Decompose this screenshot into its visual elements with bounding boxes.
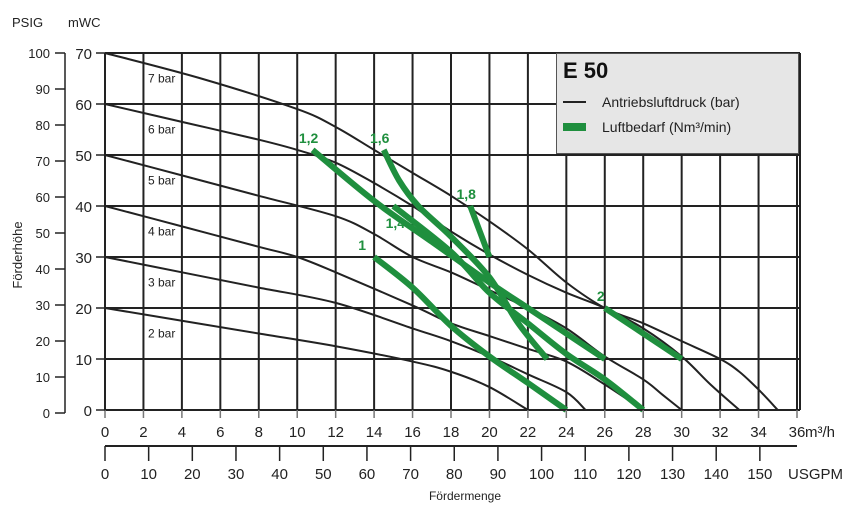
y-tick-label: 60 [75,97,92,114]
air-curve-1-8 [467,204,493,259]
air-curve-label: 1 [358,237,366,253]
x-tick-label: 12 [327,424,344,441]
pressure-curve-5-bar [104,154,683,411]
air-curve-1-6 [381,148,550,361]
x2-tick-label: 130 [660,466,685,483]
air-curve-2 [603,305,684,362]
psig-tick-label: 0 [43,406,50,421]
psig-unit-label: PSIG [12,15,43,30]
legend-label: Luftbedarf (Nm³/min) [602,119,732,135]
x-tick-label: 24 [558,424,575,441]
x2-tick-label: 50 [315,466,332,483]
thin-line-swatch-icon [563,101,586,103]
x2-tick-label: 120 [616,466,641,483]
air-curve-label: 2 [597,288,605,304]
x-tick-label: 14 [366,424,383,441]
psig-tick-label: 90 [36,82,50,97]
mwc-unit-label: mWC [68,15,101,30]
x2-tick-label: 90 [490,466,507,483]
y-tick-label: 10 [75,352,92,369]
psig-tick-label: 100 [28,46,50,61]
pressure-curve-4-bar [104,205,644,411]
x-tick-label: 4 [178,424,186,441]
pressure-curve-3-bar [104,256,587,411]
air-curve-label: 1,6 [370,130,390,146]
psig-tick-label: 20 [36,334,50,349]
x-unit-label: m³/h [805,424,835,441]
x-axis-title: Fördermenge [429,489,501,503]
chart-title: E 50 [563,58,609,83]
x-tick-label: 18 [443,424,460,441]
x2-tick-label: 10 [140,466,157,483]
legend: E 50 Antriebsluftdruck (bar) Luftbedarf … [556,53,799,154]
pressure-curve-6-bar [104,103,740,411]
y-tick-label: 40 [75,199,92,216]
legend-label: Antriebsluftdruck (bar) [602,94,740,110]
x-tick-label: 0 [101,424,109,441]
x2-tick-label: 110 [573,466,597,483]
air-curve-1-2 [310,147,607,362]
x-tick-label: 20 [481,424,498,441]
x2-tick-label: 60 [359,466,376,483]
legend-item-pressure: Antriebsluftdruck (bar) [563,94,740,110]
air-curve-1-4 [391,203,646,413]
x-tick-label: 2 [139,424,147,441]
x-tick-label: 6 [216,424,224,441]
x-tick-label: 34 [750,424,767,441]
air-consumption-curves: 1 1,2 1,4 1,6 1,8 2 [299,130,684,413]
x2-tick-label: 70 [402,466,419,483]
pressure-curve-label: 3 bar [148,276,175,290]
pressure-curves: 2 bar 3 bar 4 bar 5 bar 6 bar 7 bar [104,52,779,411]
psig-tick-label: 40 [36,262,50,277]
pressure-curve-label: 4 bar [148,225,175,239]
air-curve-label: 1,2 [299,130,319,146]
y-tick-label: 70 [75,46,92,63]
y-tick-label: 20 [75,301,92,318]
x2-tick-label: 40 [271,466,288,483]
legend-item-air: Luftbedarf (Nm³/min) [563,119,731,135]
x2-tick-label: 20 [184,466,201,483]
x-tick-label: 36 [789,424,806,441]
axes: 0 2 4 6 8 10 12 14 16 18 20 22 24 26 28 30 32 34 360 10 20 30… [28,46,805,483]
x-tick-label: 10 [289,424,306,441]
x-tick-label: 16 [404,424,421,441]
psig-tick-label: 80 [36,118,50,133]
x-tick-label: 22 [520,424,537,441]
pressure-curve-label: 5 bar [148,174,175,188]
y-tick-label: 50 [75,148,92,165]
x-tick-label: 28 [635,424,652,441]
pressure-curve-7-bar [104,52,779,411]
pressure-curve-label: 2 bar [148,327,175,341]
pressure-curve-label: 7 bar [148,72,175,86]
air-curve-label: 1,4 [386,215,406,231]
psig-tick-label: 50 [36,226,50,241]
x-tick-label: 32 [712,424,729,441]
x2-tick-label: 100 [529,466,554,483]
x2-tick-label: 140 [704,466,729,483]
y-axis-title: Förderhöhe [10,221,25,288]
air-curve-label: 1,8 [456,186,476,202]
x2-tick-label: 0 [101,466,109,483]
thick-line-swatch-icon [563,123,586,131]
y-tick-label: 30 [75,250,92,267]
x-tick-label: 30 [673,424,690,441]
psig-tick-label: 60 [36,190,50,205]
pressure-curve-2-bar [104,307,529,411]
x2-tick-label: 80 [446,466,463,483]
x-tick-label: 8 [255,424,263,441]
x2-unit-label: USGPM [788,466,843,483]
x-tick-label: 26 [596,424,613,441]
x2-tick-label: 30 [228,466,245,483]
air-curve-1 [372,254,569,413]
pressure-curve-label: 6 bar [148,123,175,137]
y-tick-label: 0 [84,403,92,420]
x2-tick-label: 150 [747,466,772,483]
psig-tick-label: 70 [36,154,50,169]
psig-tick-label: 30 [36,298,50,313]
psig-tick-label: 10 [36,370,50,385]
